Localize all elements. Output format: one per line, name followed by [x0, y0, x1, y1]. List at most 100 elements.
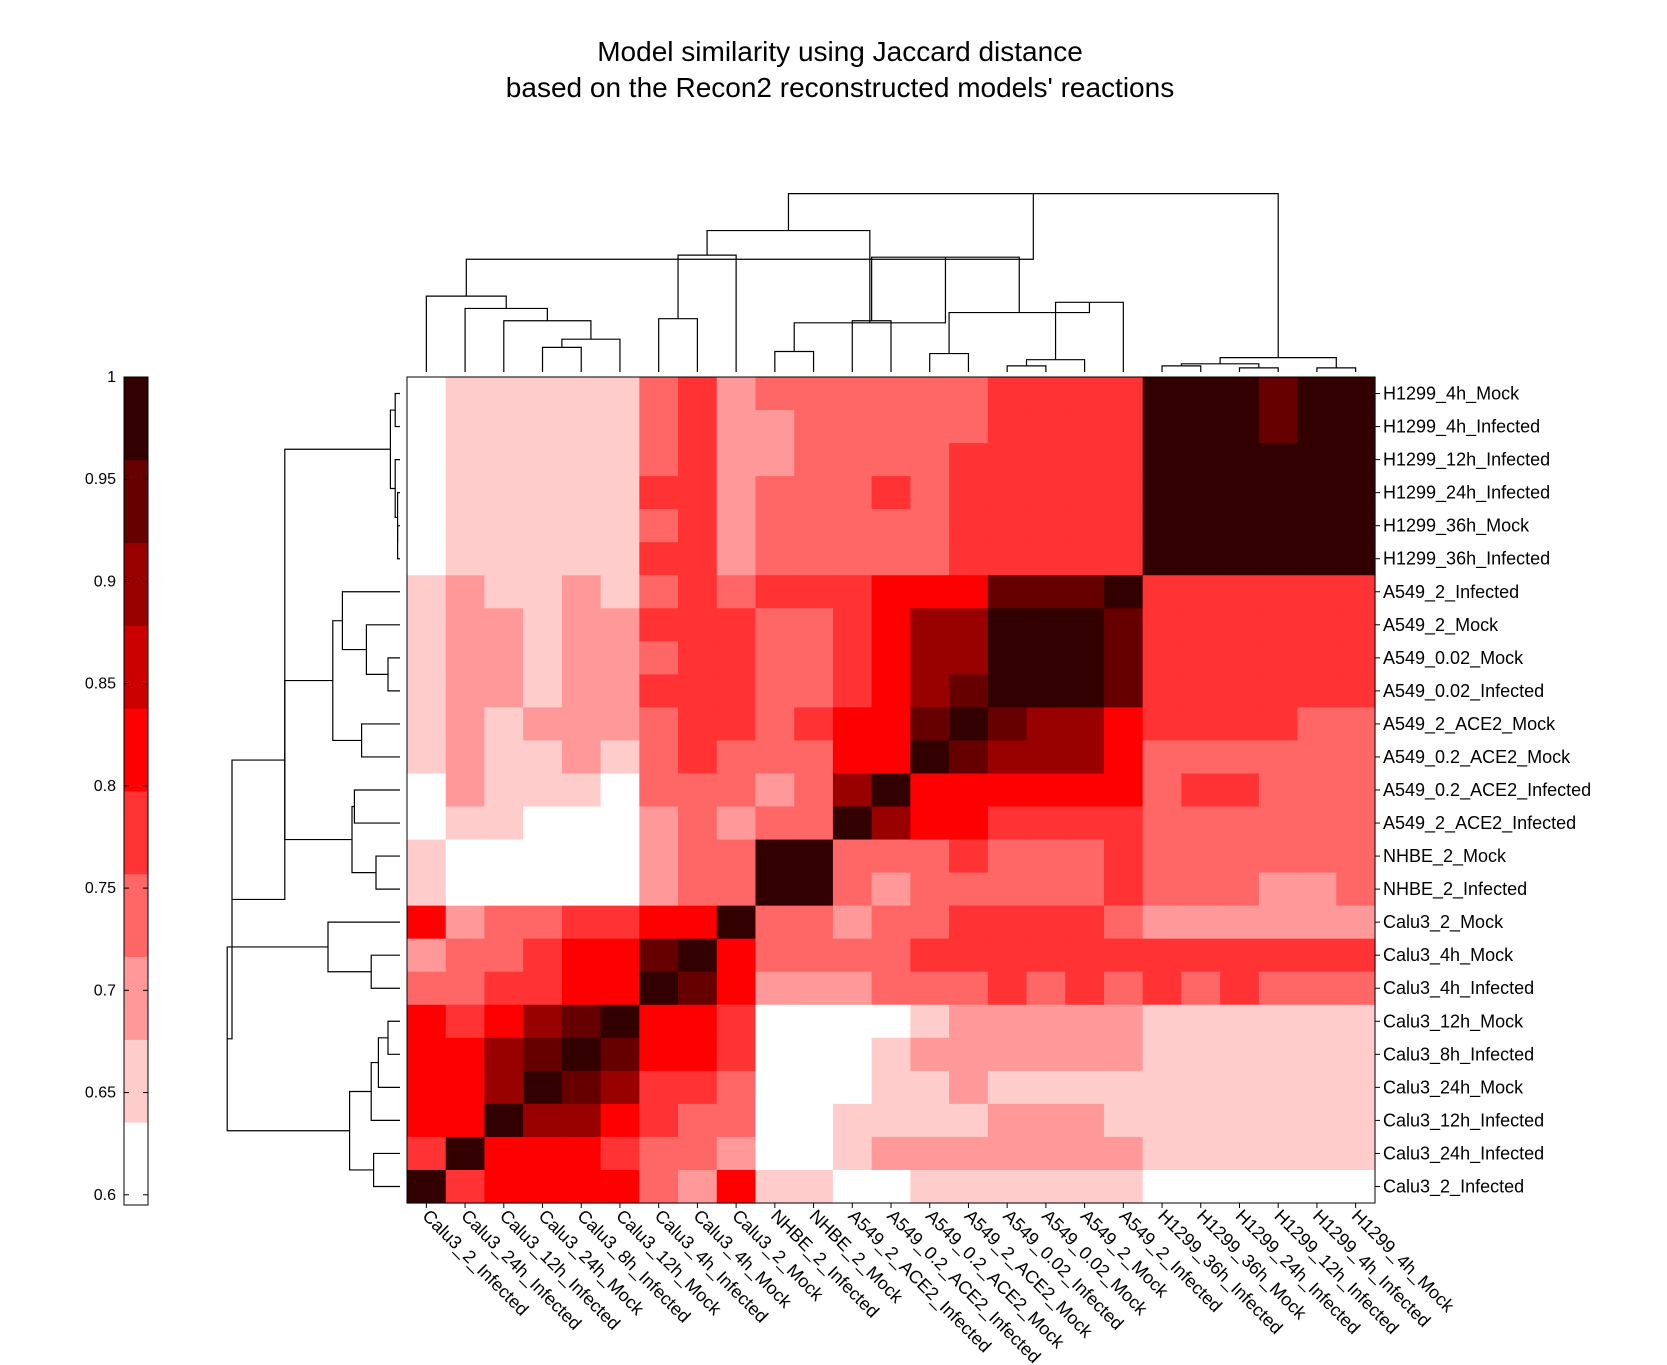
- heatmap-cell: [716, 1004, 757, 1039]
- heatmap-cell: [1142, 476, 1182, 510]
- row-label: H1299_12h_Infected: [1383, 450, 1550, 471]
- heatmap-cell: [523, 1103, 563, 1138]
- heatmap-cell: [910, 839, 950, 874]
- heatmap-cell: [987, 542, 1028, 576]
- heatmap-cell: [1220, 872, 1260, 907]
- heatmap-cell: [639, 806, 679, 841]
- heatmap-cell: [1065, 1070, 1105, 1105]
- heatmap-cell: [1258, 608, 1299, 642]
- heatmap-cell: [794, 641, 834, 675]
- heatmap-cell: [1065, 806, 1105, 841]
- dendrogram-branch: [464, 307, 548, 372]
- heatmap-cell: [1220, 773, 1260, 808]
- heatmap-cell: [639, 542, 679, 576]
- heatmap-cell: [794, 1004, 834, 1039]
- heatmap-cell: [1065, 938, 1105, 973]
- heatmap-cell: [987, 443, 1028, 477]
- heatmap-cell: [832, 740, 873, 775]
- heatmap-cell: [1103, 1037, 1144, 1072]
- heatmap-cell: [445, 938, 486, 973]
- heatmap-cell: [871, 1004, 911, 1039]
- left-dendrogram: [226, 392, 400, 1188]
- heatmap-cell: [1181, 1070, 1221, 1105]
- heatmap-cell: [1103, 476, 1144, 510]
- heatmap-cell: [484, 1136, 524, 1171]
- heatmap-cell: [987, 971, 1028, 1006]
- heatmap-cell: [1142, 938, 1182, 973]
- heatmap-cell: [832, 806, 873, 841]
- heatmap-cell: [678, 905, 718, 940]
- heatmap-cell: [755, 707, 795, 742]
- heatmap-cell: [1297, 509, 1337, 543]
- heatmap-cell: [910, 1136, 950, 1171]
- heatmap-cell: [1026, 773, 1066, 808]
- heatmap-cell: [407, 608, 447, 642]
- heatmap-cell: [949, 971, 989, 1006]
- heatmap-cell: [407, 905, 447, 940]
- heatmap-cell: [1297, 1004, 1337, 1039]
- heatmap-cell: [949, 443, 989, 477]
- heatmap-cell: [1026, 1004, 1066, 1039]
- heatmap-cell: [910, 509, 950, 543]
- heatmap-cell: [871, 1037, 911, 1072]
- heatmap-cell: [949, 872, 989, 907]
- heatmap-cell: [1297, 1169, 1337, 1204]
- heatmap-cell: [1103, 575, 1144, 609]
- heatmap-cell: [1142, 1004, 1182, 1039]
- heatmap-cell: [832, 410, 873, 444]
- heatmap-cell: [445, 641, 486, 675]
- heatmap-cell: [484, 1037, 524, 1072]
- heatmap-cell: [1026, 707, 1066, 742]
- heatmap-cell: [1258, 575, 1299, 609]
- heatmap-cell: [755, 1070, 795, 1105]
- row-label: Calu3_4h_Infected: [1383, 978, 1534, 999]
- heatmap-cell: [445, 476, 486, 510]
- heatmap-cell: [832, 674, 873, 708]
- row-label: NHBE_2_Mock: [1383, 846, 1507, 867]
- heatmap-cell: [832, 1004, 873, 1039]
- heatmap-cell: [716, 1136, 757, 1171]
- heatmap-cell: [1297, 938, 1337, 973]
- heatmap-cell: [639, 377, 679, 411]
- heatmap-cell: [1026, 641, 1066, 675]
- heatmap-cell: [678, 806, 718, 841]
- heatmap-cell: [716, 410, 757, 444]
- heatmap-cell: [484, 674, 524, 708]
- row-labels: H1299_4h_Mock H1299_4h_Infected H1299_12h_…: [1375, 384, 1591, 1197]
- heatmap-cell: [407, 674, 447, 708]
- heatmap-cell: [910, 443, 950, 477]
- heatmap-cell: [1065, 1103, 1105, 1138]
- heatmap-cell: [407, 938, 447, 973]
- heatmap-cell: [949, 839, 989, 874]
- heatmap-cell: [794, 707, 834, 742]
- heatmap-cell: [600, 971, 640, 1006]
- heatmap-cell: [755, 773, 795, 808]
- heatmap-cell: [1220, 575, 1260, 609]
- heatmap-cell: [1065, 410, 1105, 444]
- heatmap-cell: [523, 1037, 563, 1072]
- heatmap-cell: [678, 377, 718, 411]
- heatmap-cell: [1220, 1037, 1260, 1072]
- heatmap-cell: [445, 806, 486, 841]
- heatmap-cell: [561, 971, 602, 1006]
- heatmap-cell: [407, 443, 447, 477]
- heatmap-cell: [987, 1037, 1028, 1072]
- heatmap-cell: [523, 1004, 563, 1039]
- heatmap-cell: [910, 542, 950, 576]
- heatmap-cell: [639, 938, 679, 973]
- heatmap-cell: [1220, 542, 1260, 576]
- heatmap-cell: [678, 443, 718, 477]
- heatmap-cell: [1065, 1037, 1105, 1072]
- heatmap-cell: [755, 443, 795, 477]
- heatmap-cell: [484, 608, 524, 642]
- heatmap-cell: [600, 905, 640, 940]
- heatmap-cell: [755, 542, 795, 576]
- chart-title-block: Model similarity using Jaccard distance …: [380, 34, 1300, 106]
- colorbar-segment: [124, 956, 148, 1040]
- heatmap-cell: [523, 707, 563, 742]
- heatmap-cell: [1065, 707, 1105, 742]
- heatmap-cell: [561, 476, 602, 510]
- heatmap-cell: [1258, 1037, 1299, 1072]
- heatmap-cell: [1181, 542, 1221, 576]
